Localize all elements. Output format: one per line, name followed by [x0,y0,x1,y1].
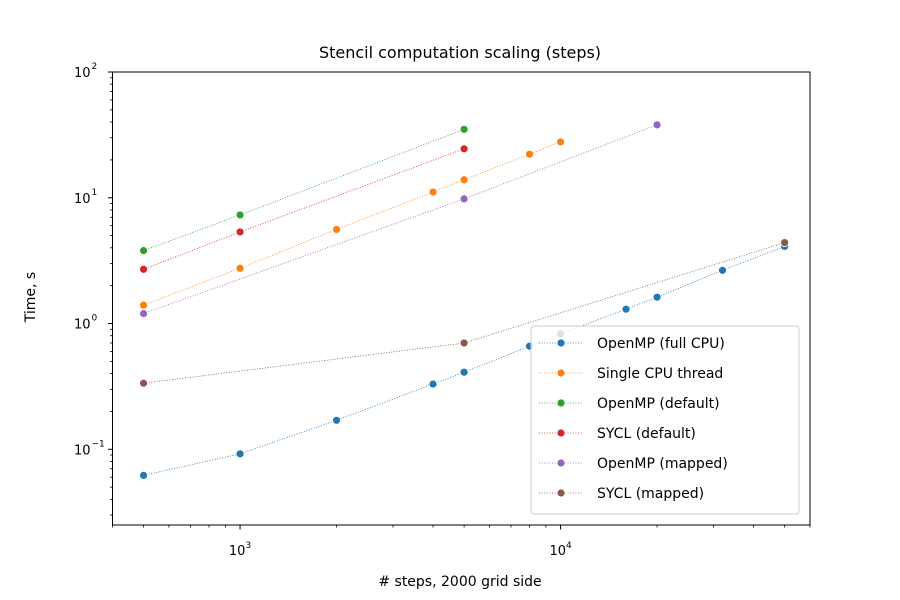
data-point [139,470,148,480]
plot-frame [112,71,811,526]
y-axis-label: Time, s [23,272,39,323]
data-point [332,415,341,425]
data-point [621,304,631,314]
data-point [235,263,245,273]
series-3 [139,144,469,274]
legend-label: Single CPU thread [597,366,723,382]
y-tick-label: 10 [74,318,91,333]
chart-title: Stencil computation scaling (steps) [319,43,601,62]
legend-marker [556,368,566,378]
data-point [459,124,469,134]
data-point [556,137,565,147]
data-point [235,210,245,220]
y-tick-exponent: −1 [92,439,105,449]
legend-label: SYCL (mapped) [597,486,704,502]
data-point [459,338,469,348]
y-tick-label: 10 [74,66,91,81]
data-point [459,367,469,377]
data-point [459,144,469,154]
data-point [652,292,662,302]
legend-marker [556,458,566,468]
series-0 [139,242,790,480]
data-point [525,149,534,159]
series-4 [139,120,662,318]
legend-marker [556,398,566,408]
data-point [428,187,438,197]
data-point [780,238,790,248]
series-line [143,246,785,476]
legend-marker [556,488,566,498]
data-point [139,309,148,318]
data-point [652,120,662,130]
legend-label: SYCL (default) [597,426,696,442]
series-1 [139,137,565,310]
legend: OpenMP (full CPU) Single CPU thread OpenMP… [530,325,800,515]
data-point [139,246,148,256]
data-point [139,264,148,274]
data-point [235,227,245,237]
series-layer [139,120,790,480]
legend-label: OpenMP (mapped) [597,456,728,472]
series-line [143,148,465,270]
x-tick-label: 104 [549,541,572,559]
x-axis-label: # steps, 2000 grid side [378,574,541,590]
data-point [459,194,469,204]
legend-marker [556,428,566,438]
y-tick-label: 10 [74,443,91,458]
data-point [428,379,438,389]
data-point [139,378,148,388]
data-point [235,449,245,459]
legend-label: OpenMP (full CPU) [597,336,725,352]
legend-label: OpenMP (default) [597,396,720,412]
data-point [459,175,469,185]
series-line [143,128,465,251]
x-tick-label: 103 [229,541,251,559]
series-2 [139,124,469,256]
legend-box [530,325,800,515]
y-tick-label: 10 [74,192,91,207]
y-tick-exponent: 0 [92,314,98,324]
y-tick-exponent: 2 [92,62,98,72]
data-point [332,225,341,234]
legend-marker [556,338,566,348]
series-5 [139,238,790,388]
y-tick-exponent: 1 [92,188,98,198]
data-point [718,265,727,275]
data-point [139,300,148,310]
